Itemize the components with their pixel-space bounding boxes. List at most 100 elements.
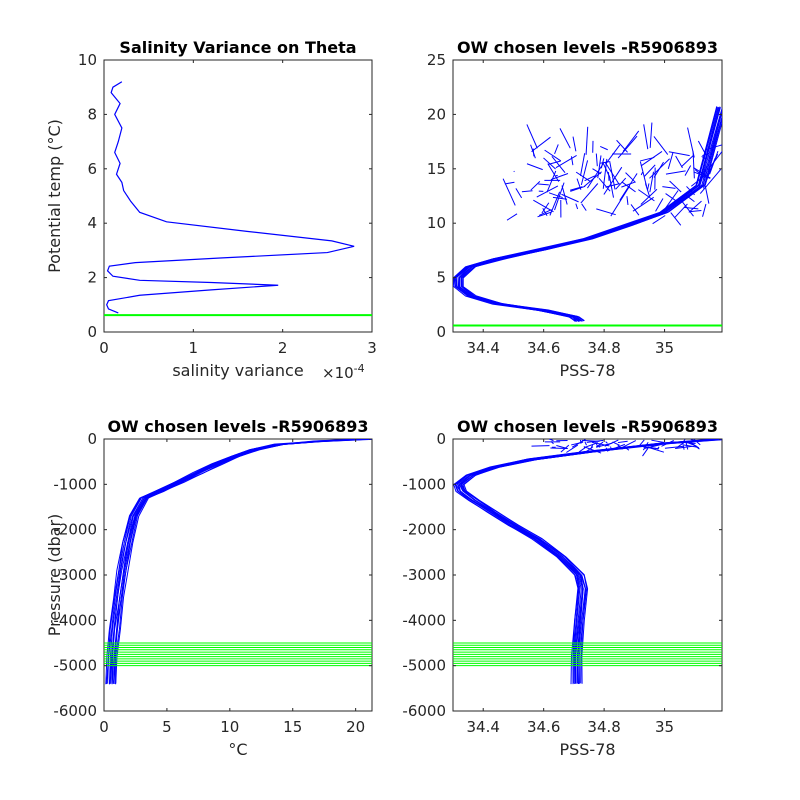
x-tick-label: 0: [99, 339, 109, 357]
series-segment: [546, 170, 557, 193]
y-tick-label: 5: [436, 269, 446, 287]
series-segment: [570, 185, 586, 192]
axes-frame: [103, 59, 373, 333]
series-segment: [550, 173, 569, 181]
series-segment: [571, 441, 584, 446]
series-segment: [595, 441, 598, 447]
series-line: [106, 81, 355, 314]
series-segment: [638, 439, 645, 447]
x-tick-label: 34.8: [587, 718, 620, 736]
series-segment: [616, 139, 628, 153]
y-tick-label: 2: [87, 269, 97, 287]
y-tick-label: 20: [427, 105, 446, 123]
y-tick-label: -4000: [402, 611, 446, 629]
series-segment: [659, 190, 679, 216]
series-segment: [609, 446, 612, 448]
series-segment: [598, 177, 611, 192]
series-segment: [622, 130, 640, 152]
series-segment: [580, 183, 599, 204]
series-line: [462, 120, 722, 322]
series-line: [463, 439, 722, 684]
series-segment: [506, 213, 518, 221]
series-segment: [667, 152, 674, 170]
chart-title: Salinity Variance on Theta: [119, 38, 356, 57]
plot-area: [104, 81, 372, 317]
series-segment: [580, 160, 589, 186]
subplot-4: 34.4 34.6 34.8 35 -6000 -5000 -4000 -3000 -2000 -…: [402, 417, 723, 759]
series-segment: [602, 161, 611, 179]
series-segment: [585, 126, 589, 155]
series-segment: [605, 144, 621, 165]
series-segment: [709, 150, 719, 175]
series-segment: [692, 150, 695, 179]
y-tick-label: -1000: [402, 475, 446, 493]
series-segment: [600, 158, 605, 169]
series-segment: [642, 447, 649, 457]
series-segment: [688, 200, 702, 213]
series-segment: [615, 177, 627, 190]
series-segment: [607, 172, 610, 181]
y-tick-label: -5000: [402, 657, 446, 675]
series-segment: [669, 180, 682, 193]
series-segment: [640, 171, 644, 176]
y-tick-label: -5000: [53, 657, 97, 675]
series-segment: [688, 440, 700, 450]
y-tick-label: 8: [87, 105, 97, 123]
series-segment: [542, 208, 548, 216]
series-segment: [559, 128, 571, 149]
x-axis-label: °C: [228, 740, 247, 759]
y-tick-label: 25: [427, 51, 446, 69]
series-segment: [683, 206, 699, 210]
x-axis-label: salinity variance: [172, 361, 303, 380]
series-segment: [675, 155, 683, 169]
series-segment: [704, 185, 710, 204]
series-segment: [605, 183, 620, 188]
series-segment: [621, 181, 636, 188]
y-axis-label: Pressure (dbar): [45, 514, 64, 637]
series-segment: [640, 188, 658, 205]
series-segment: [662, 186, 676, 189]
x-axis-exponent: ×10-4: [322, 362, 365, 382]
y-tick-label: -2000: [53, 521, 97, 539]
series-segment: [661, 440, 674, 447]
series-segment: [617, 440, 628, 444]
x-tick-label: 34.6: [527, 339, 560, 357]
series-segment: [537, 211, 552, 218]
x-tick-label: 34.6: [527, 718, 560, 736]
y-tick-label: 10: [78, 51, 97, 69]
plot-area: [453, 439, 722, 685]
y-tick-label: 0: [436, 430, 446, 448]
series-segment: [693, 171, 711, 179]
chart-title: OW chosen levels -R5906893: [107, 417, 368, 436]
series-segment: [640, 151, 663, 167]
series-segment: [643, 124, 649, 150]
y-tick-label: -3000: [53, 566, 97, 584]
series-segment: [690, 439, 698, 442]
series-segment: [617, 444, 623, 450]
series-segment: [581, 203, 587, 211]
y-tick-label: 6: [87, 160, 97, 178]
series-segment: [644, 183, 651, 198]
x-axis-label: PSS-78: [559, 740, 615, 759]
x-tick-label: 0: [99, 718, 109, 736]
series-segment: [584, 175, 596, 182]
chart-title: OW chosen levels -R5906893: [457, 38, 718, 57]
series-segment: [644, 444, 661, 449]
x-tick-label: 2: [278, 339, 288, 357]
series-segment: [697, 140, 707, 155]
series-segment: [531, 136, 551, 153]
series-segment: [587, 163, 604, 189]
series-segment: [580, 153, 586, 176]
y-tick-label: 4: [87, 214, 97, 232]
series-segment: [521, 190, 533, 193]
x-tick-label: 20: [346, 718, 365, 736]
series-segment: [642, 441, 649, 451]
series-segment: [670, 212, 682, 226]
series-segment: [653, 136, 669, 155]
series-segment: [538, 209, 552, 216]
series-segment: [578, 447, 586, 453]
series-segment: [689, 210, 702, 213]
series-segment: [571, 439, 586, 448]
series-segment: [548, 439, 554, 442]
